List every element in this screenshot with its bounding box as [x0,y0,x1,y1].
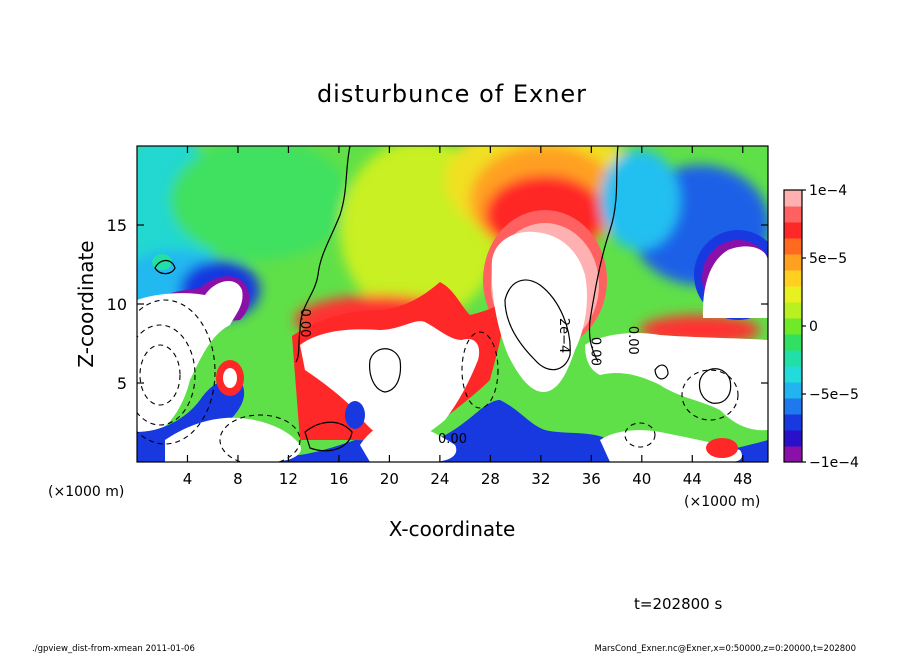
blob-green-left [170,146,350,260]
white-region-bottom-left [165,417,301,462]
blob-cyan-right [600,150,680,250]
white-region-mid-right [491,231,587,393]
contour-2e4 [504,279,571,371]
colorbar-segment [784,254,802,271]
white-region-bottom-right [600,430,742,462]
colorbar-segment [784,350,802,367]
contour-dashed-lines [137,299,739,462]
colorbar-segment [784,318,802,335]
x-tick-label: 44 [683,470,702,488]
contour-label: 0.00 [587,337,602,366]
contour-dash-right-1 [681,369,739,421]
spot-cyan-left [152,254,172,270]
time-label: t=202800 s [634,595,722,613]
contour-label: 0.00 [625,326,640,355]
contour-dash-bottom-1 [219,414,301,462]
x-axis-label: X-coordinate [389,517,516,541]
colorbar-segment [784,302,802,319]
contour-labels: 0.00 0.00 0.00 0.00 2e−4 [297,308,640,447]
colorbar-tick-label: −5e−5 [809,387,859,403]
white-region-bottom-center [360,420,457,462]
colorbar-tick-label: 0 [809,319,818,335]
colorbar-segment [784,398,802,415]
white-region-right-bulb [702,246,768,318]
contour-label: 0.00 [297,308,312,337]
colorbar-segment [784,222,802,239]
colorbar-tick-label: −1e−4 [809,455,859,471]
colorbar-segment [784,414,802,431]
white-region-right-band [585,333,768,431]
spot-blue-center [345,401,365,429]
colorbar-segment [784,270,802,287]
contour-lines [154,146,732,452]
colorbar: 1e−4 5e−5 0 −5e−5 −1e−4 [783,183,859,471]
y-axis-label: Z-coordinate [74,240,98,367]
contour-small-right [654,364,669,380]
colorbar-segment [784,430,802,447]
contour-dash-mid-1 [461,331,499,409]
contour-dash-left-1 [139,344,181,406]
x-tick-label: 8 [233,470,243,488]
contour-label: 2e−4 [556,318,571,353]
x-tick-label: 12 [279,470,298,488]
x-tick-label: 28 [481,470,500,488]
x-unit-right: (×1000 m) [684,494,760,510]
colorbar-segment [784,446,802,463]
colorbar-segment [784,206,802,223]
colorbar-segment [784,238,802,255]
spot-red-right [706,438,738,458]
x-tick-label: 20 [380,470,399,488]
x-tick-label: 40 [632,470,651,488]
colorbar-tick-label: 1e−4 [809,183,847,199]
colorbar-segment [784,334,802,351]
x-tick-label: 16 [329,470,348,488]
heatmap-field [137,146,768,462]
contour-dash-left-3 [137,299,216,445]
contour-label: 0.00 [438,432,467,447]
contour-zero-line [295,146,351,363]
chart-title: disturbunce of Exner [317,80,587,108]
contour-dash-left-2 [137,324,196,426]
contour-right-a [698,368,732,404]
y-tick-label: 5 [117,374,127,393]
y-tick-label: 15 [107,216,127,235]
spot-white-left [223,368,237,388]
colorbar-segment [784,382,802,399]
footer-left: ./gpview_dist-from-xmean 2011-01-06 [32,644,195,654]
colorbar-segment [784,286,802,303]
colorbar-tick-label: 5e−5 [809,251,847,267]
colorbar-segment [784,366,802,383]
white-region-center [300,321,480,445]
x-tick-label: 36 [582,470,601,488]
x-tick-label: 4 [183,470,193,488]
x-unit-left: (×1000 m) [48,484,124,500]
x-tick-label: 32 [531,470,550,488]
contour-center-a [369,348,402,393]
contour-bottom-center [304,421,353,452]
contour-small-left [154,259,176,275]
y-tick-label: 10 [107,295,127,314]
white-region-left [137,280,243,432]
footer-right: MarsCond_Exner.nc@Exner,x=0:50000,z=0:20… [594,644,856,654]
contour-zero-right [588,146,619,363]
contour-dash-bottom-right [624,422,656,448]
x-tick-label: 24 [430,470,449,488]
x-tick-label: 48 [733,470,752,488]
colorbar-segment [784,190,802,207]
